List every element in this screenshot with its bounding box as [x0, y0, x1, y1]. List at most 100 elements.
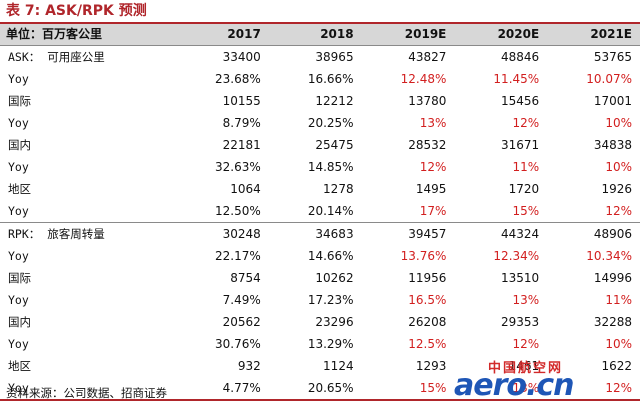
row-label: Yoy [0, 377, 176, 401]
row-value: 20562 [222, 315, 261, 329]
row-value: 20.14% [307, 204, 354, 218]
watermark-en-text: aero.cn [454, 368, 575, 403]
row-value: 12.5% [408, 337, 447, 351]
row-value: 1720 [508, 182, 540, 196]
table-row: Yoy 8.79% 20.25% 13% 12% 10% [0, 112, 640, 134]
table-row: Yoy 7.49% 17.23% 16.5% 13% 11% [0, 289, 640, 311]
row-value: 13780 [408, 94, 447, 108]
row-label: Yoy [8, 204, 29, 218]
row-value: 14.85% [307, 160, 354, 174]
row-value: 10.34% [586, 249, 632, 263]
header-2017: 2017 [176, 22, 269, 46]
row-value: 1926 [601, 182, 632, 196]
row-value: 10% [605, 337, 632, 351]
row-value: 1622 [601, 359, 632, 373]
row-value: 23296 [315, 315, 354, 329]
row-value: 14996 [593, 271, 632, 285]
table-row: 国内 20562 23296 26208 29353 32288 [0, 311, 640, 333]
row-value: 11.45% [493, 72, 540, 86]
row-value: 25475 [315, 138, 354, 152]
watermark-cn-text: 中国航空网 [488, 361, 564, 376]
source-note: 资料来源：公司数据、招商证券 [6, 386, 167, 400]
header-2021e: 2021E [547, 22, 640, 46]
row-value: 1461 [508, 359, 540, 373]
row-label: 国际 [8, 94, 31, 108]
aero-cn-watermark: 中国航空网 aero.cn [454, 357, 632, 403]
header-unit: 单位：百万客公里 [0, 22, 176, 46]
row-value: 53765 [593, 50, 632, 64]
row-value: 13% [454, 377, 548, 401]
row-label: 国内 [8, 315, 31, 329]
row-value: 48846 [501, 50, 540, 64]
row-value: 12.34% [493, 249, 540, 263]
row-value: 12% [512, 337, 540, 351]
row-value: 17% [419, 204, 447, 218]
row-value: 48906 [547, 222, 640, 245]
table-row: Yoy 12.50% 20.14% 17% 15% 12% [0, 200, 640, 223]
row-label: Yoy [8, 160, 29, 174]
table-row: 地区 932 1124 1293 1461 1622 [0, 355, 640, 377]
row-value: 4.77% [176, 377, 269, 401]
table-row: RPK： 旅客周转量 30248 34683 39457 44324 48906 [0, 222, 640, 245]
row-label: Yoy [8, 293, 29, 307]
table-row: 国内 22181 25475 28532 31671 34838 [0, 134, 640, 156]
row-value: 13% [512, 293, 540, 307]
row-value: 1064 [230, 182, 261, 196]
row-value: 14.66% [307, 249, 354, 263]
row-value: 32288 [593, 315, 632, 329]
row-value: 22181 [222, 138, 261, 152]
row-label: Yoy [8, 337, 29, 351]
row-value: 10% [605, 160, 632, 174]
row-value: 1495 [415, 182, 447, 196]
row-value: 43827 [408, 50, 447, 64]
table-row: 地区 1064 1278 1495 1720 1926 [0, 178, 640, 200]
row-value: 38965 [315, 50, 354, 64]
table-row: Yoy 32.63% 14.85% 12% 11% 10% [0, 156, 640, 178]
header-2018: 2018 [268, 22, 362, 46]
row-value: 13510 [501, 271, 540, 285]
row-value: 11% [512, 160, 540, 174]
row-value: 16.66% [307, 72, 354, 86]
row-label: 国内 [8, 138, 31, 152]
row-value: 11% [605, 293, 632, 307]
row-value: 1293 [415, 359, 447, 373]
row-value: 13% [419, 116, 447, 130]
row-value: 12% [512, 116, 540, 130]
row-value: 12212 [315, 94, 354, 108]
row-label: ASK： 可用座公里 [8, 50, 105, 64]
row-value: 8754 [230, 271, 261, 285]
header-2019e: 2019E [361, 22, 455, 46]
row-value: 1278 [323, 182, 354, 196]
row-value: 932 [237, 359, 261, 373]
row-label: Yoy [8, 72, 29, 86]
row-value: 33400 [222, 50, 261, 64]
table-title: 表 7: ASK/RPK 预测 [6, 3, 147, 19]
row-value: 20.25% [307, 116, 354, 130]
ask-rpk-table: 单位：百万客公里 2017 2018 2019E 2020E 2021E ASK… [0, 22, 640, 401]
row-value: 16.5% [408, 293, 447, 307]
row-value: 10% [605, 116, 632, 130]
table-row: Yoy 22.17% 14.66% 13.76% 12.34% 10.34% [0, 245, 640, 267]
row-label: RPK： 旅客周转量 [0, 222, 176, 245]
row-value: 44324 [454, 222, 548, 245]
row-value: 15% [361, 377, 455, 401]
row-value: 13.76% [400, 249, 447, 263]
row-value: 34683 [268, 222, 362, 245]
header-2020e: 2020E [454, 22, 548, 46]
row-value: 11956 [408, 271, 447, 285]
row-value: 12% [419, 160, 447, 174]
row-label: 国际 [8, 271, 31, 285]
row-value: 12.48% [400, 72, 447, 86]
row-value: 30.76% [215, 337, 261, 351]
row-value: 8.79% [222, 116, 261, 130]
row-label: 地区 [8, 359, 31, 373]
row-value: 15456 [501, 94, 540, 108]
row-value: 15% [512, 204, 540, 218]
row-label: 地区 [8, 182, 31, 196]
row-value: 12.50% [215, 204, 261, 218]
row-value: 10.07% [586, 72, 632, 86]
table-body: ASK： 可用座公里 33400 38965 43827 48846 53765 Yoy 23… [0, 46, 640, 401]
row-value: 26208 [408, 315, 447, 329]
row-value: 17001 [593, 94, 632, 108]
row-value: 22.17% [215, 249, 261, 263]
